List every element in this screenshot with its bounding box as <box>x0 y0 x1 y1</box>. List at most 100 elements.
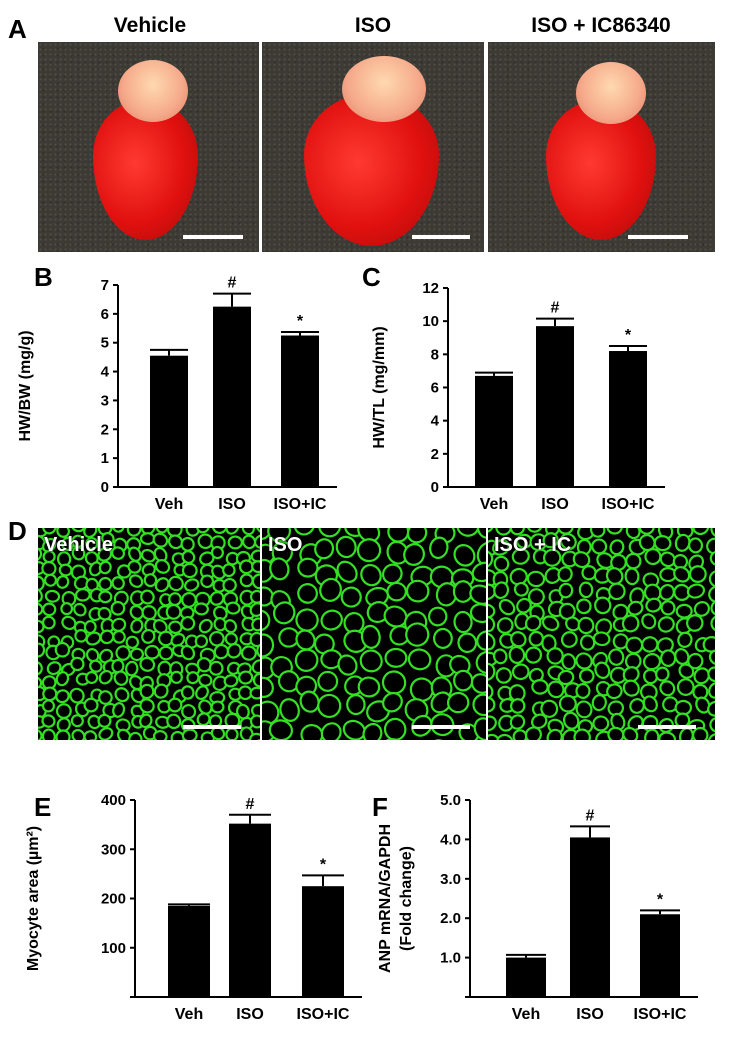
myocyte-cell <box>708 585 715 603</box>
myocyte-cell <box>387 528 410 543</box>
myocyte-cell <box>41 675 57 690</box>
myocyte-cell <box>625 552 642 570</box>
myocyte-cell <box>542 532 559 549</box>
myocyte-cell <box>98 669 113 685</box>
myocyte-cell <box>70 714 84 728</box>
myocyte-cell <box>193 602 209 616</box>
myocyte-cell <box>85 537 99 551</box>
myocyte-cell <box>609 539 625 556</box>
scale-bar <box>628 235 688 239</box>
myocyte-cell <box>167 697 183 713</box>
myocyte-cell <box>641 613 657 630</box>
myocyte-cell <box>488 615 496 633</box>
myocyte-cell <box>659 680 676 697</box>
myocyte-cell <box>575 683 591 699</box>
bar <box>475 375 513 487</box>
myocyte-cell <box>688 537 704 554</box>
y-tick-label: 300 <box>101 841 126 858</box>
myocyte-cell <box>362 722 383 740</box>
y-axis-label: HW/TL (mg/mm) <box>371 326 388 448</box>
myocyte-cell <box>210 545 224 560</box>
myocyte-cell <box>433 627 453 649</box>
myocyte-cell <box>577 616 595 635</box>
x-tick-label: ISO <box>576 1006 604 1023</box>
myocyte-cell <box>659 583 675 601</box>
myocyte-cell <box>117 728 132 740</box>
heart-photo-iso-ic <box>488 42 715 252</box>
myocyte-cell <box>357 528 381 543</box>
myocyte-cell <box>492 648 508 665</box>
myocyte-cell <box>180 615 196 631</box>
myocyte-cell <box>473 717 486 740</box>
bar <box>536 326 574 487</box>
myocyte-cell <box>558 582 574 599</box>
myocyte-cell <box>488 662 496 681</box>
bar <box>302 886 344 997</box>
myocyte-cell <box>242 534 257 550</box>
myocyte-cell <box>41 699 55 713</box>
y-tick-label: 0 <box>101 479 109 496</box>
myocyte-cell <box>56 575 70 589</box>
myocyte-cell <box>456 528 480 537</box>
myocyte-cell <box>541 615 560 632</box>
myocyte-cell <box>346 694 366 716</box>
y-tick-label: 12 <box>422 280 439 297</box>
myocyte-cell <box>42 537 57 553</box>
myocyte-cell <box>54 641 71 658</box>
myocyte-cell <box>524 726 542 740</box>
myocyte-cell <box>251 659 260 675</box>
myocyte-cell <box>71 545 86 561</box>
myocyte-cell <box>262 676 274 698</box>
myocyte-cell <box>657 616 675 633</box>
panel-letter-e: E <box>34 792 52 822</box>
myocyte-cell <box>128 731 143 740</box>
myocyte-cell <box>428 739 449 740</box>
myocyte-cell <box>89 659 103 673</box>
myocyte-cell <box>114 687 130 703</box>
myocyte-cell <box>642 653 662 671</box>
myocyte-cell <box>625 528 641 540</box>
myocyte-cell <box>144 644 161 660</box>
myocyte-cell <box>407 648 432 671</box>
myocyte-cell <box>85 631 102 646</box>
myocyte-cell <box>708 649 715 666</box>
myocyte-cell <box>186 671 200 685</box>
myocyte-cell <box>357 676 381 698</box>
myocyte-cell <box>557 528 574 535</box>
myocyte-cell <box>181 562 198 579</box>
myocyte-cell <box>251 573 260 590</box>
myocyte-cell <box>154 577 170 593</box>
myocyte-cell <box>430 691 452 714</box>
myocyte-cell <box>381 670 407 695</box>
myocyte-cell <box>42 528 57 535</box>
bar <box>168 905 210 997</box>
myocyte-cell <box>55 729 71 740</box>
myocyte-cell <box>198 673 213 687</box>
y-tick-label: 1.0 <box>440 950 461 967</box>
myocyte-cell <box>128 574 144 588</box>
y-tick-label: 6 <box>101 306 109 323</box>
photo-title-iso: ISO <box>354 14 392 37</box>
myocyte-cell <box>381 563 403 585</box>
myocyte-cell <box>269 557 290 581</box>
myocyte-cell <box>707 666 715 683</box>
myocyte-cell <box>74 629 88 643</box>
myocyte-cell <box>531 713 548 730</box>
x-tick-label: Veh <box>175 1006 203 1023</box>
heart-photo-vehicle <box>38 42 259 252</box>
myocyte-cell <box>97 713 112 728</box>
myocyte-cell <box>559 532 577 551</box>
myocyte-cell <box>644 548 662 566</box>
myocyte-cell <box>70 528 86 533</box>
myocyte-cell <box>225 528 240 535</box>
chart-e-myocyte-area: 100 200 300 400 Myocyte area (µm²) Veh # ISO * IS… <box>25 792 362 1023</box>
myocyte-cell <box>673 583 691 601</box>
bar <box>570 837 610 997</box>
myocyte-cell <box>181 550 196 564</box>
myocyte-cell <box>627 600 644 616</box>
myocyte-cell <box>249 589 260 604</box>
myocyte-cell <box>527 588 545 606</box>
myocyte-cell <box>693 601 710 617</box>
myocyte-cell <box>475 650 486 675</box>
myocyte-cell <box>295 629 316 651</box>
